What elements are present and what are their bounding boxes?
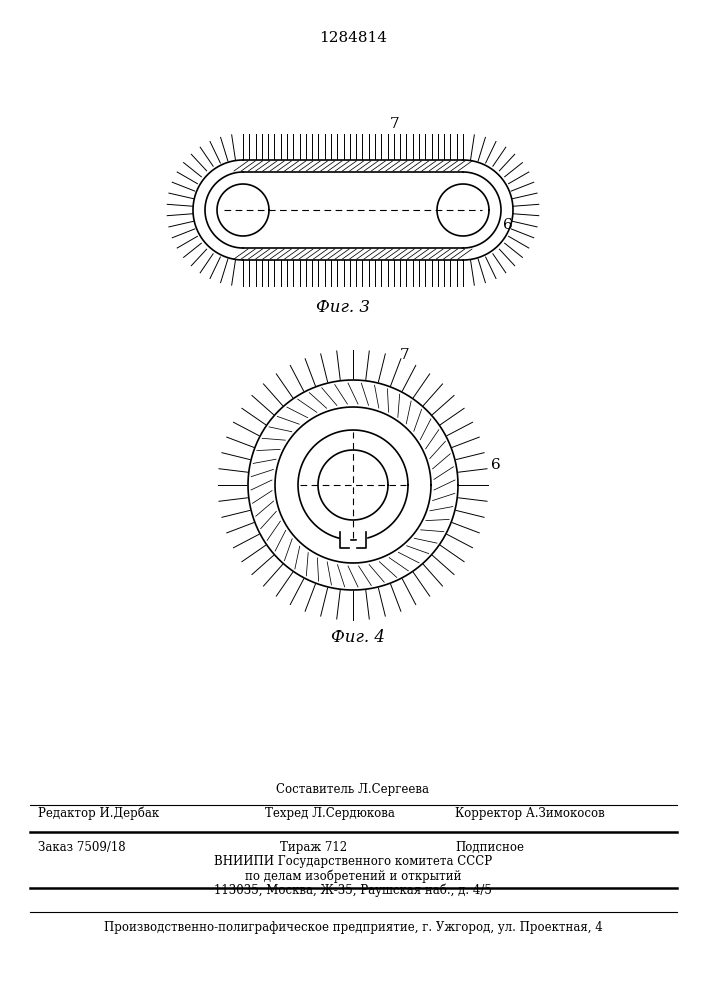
Text: 7: 7 [390,117,400,131]
Text: Фиг. 4: Фиг. 4 [331,630,385,647]
Text: Производственно-полиграфическое предприятие, г. Ужгород, ул. Проектная, 4: Производственно-полиграфическое предприя… [104,922,602,934]
Text: 113035, Москва, Ж-35, Раушская наб., д. 4/5: 113035, Москва, Ж-35, Раушская наб., д. … [214,883,492,897]
Text: 1284814: 1284814 [319,31,387,45]
Circle shape [248,380,458,590]
Text: Фиг. 3: Фиг. 3 [316,300,370,316]
Text: Корректор А.Зимокосов: Корректор А.Зимокосов [455,806,604,820]
Text: Редактор И.Дербак: Редактор И.Дербак [38,806,159,820]
Bar [357,532,366,548]
Text: Тираж 712: Тираж 712 [280,840,347,854]
Bar [340,532,349,548]
Text: 6: 6 [491,458,501,472]
Text: по делам изобретений и открытий: по делам изобретений и открытий [245,869,461,883]
FancyBboxPatch shape [193,160,513,260]
Text: ВНИИПИ Государственного комитета СССР: ВНИИПИ Государственного комитета СССР [214,856,492,868]
Text: Техред Л.Сердюкова: Техред Л.Сердюкова [265,806,395,820]
Text: Заказ 7509/18: Заказ 7509/18 [38,840,126,854]
Text: 7: 7 [400,348,410,362]
Text: Подписное: Подписное [455,840,524,854]
Text: 6: 6 [503,218,513,232]
Text: Составитель Л.Сергеева: Составитель Л.Сергеева [276,782,429,796]
